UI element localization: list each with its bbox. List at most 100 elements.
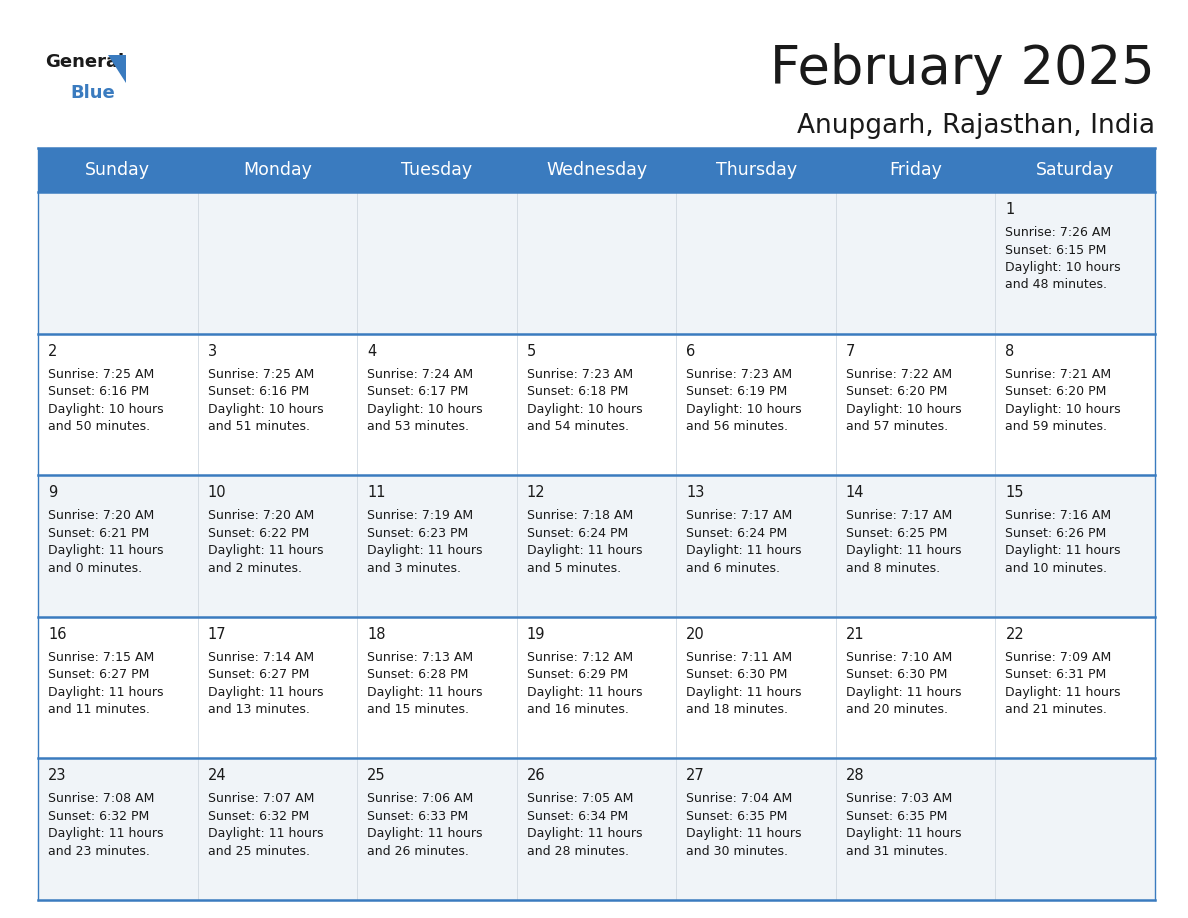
Text: Sunrise: 7:05 AM: Sunrise: 7:05 AM — [526, 792, 633, 805]
Bar — [38, 192, 1155, 333]
Bar — [38, 333, 1155, 476]
Text: Saturday: Saturday — [1036, 161, 1114, 179]
Text: Sunset: 6:33 PM: Sunset: 6:33 PM — [367, 810, 468, 823]
Text: Sunset: 6:29 PM: Sunset: 6:29 PM — [526, 668, 628, 681]
Text: 6: 6 — [687, 343, 695, 359]
Text: Daylight: 11 hours: Daylight: 11 hours — [208, 827, 323, 840]
Text: Daylight: 10 hours: Daylight: 10 hours — [367, 403, 482, 416]
Text: Sunrise: 7:21 AM: Sunrise: 7:21 AM — [1005, 367, 1112, 381]
Text: Sunrise: 7:23 AM: Sunrise: 7:23 AM — [526, 367, 633, 381]
Text: and 28 minutes.: and 28 minutes. — [526, 845, 628, 858]
Text: Sunset: 6:24 PM: Sunset: 6:24 PM — [526, 527, 628, 540]
Text: Daylight: 11 hours: Daylight: 11 hours — [1005, 544, 1121, 557]
Text: and 10 minutes.: and 10 minutes. — [1005, 562, 1107, 575]
Text: Sunrise: 7:25 AM: Sunrise: 7:25 AM — [208, 367, 314, 381]
Bar — [38, 617, 1155, 758]
Text: 2: 2 — [48, 343, 57, 359]
Text: Daylight: 11 hours: Daylight: 11 hours — [48, 827, 164, 840]
Text: Sunset: 6:22 PM: Sunset: 6:22 PM — [208, 527, 309, 540]
Text: Daylight: 10 hours: Daylight: 10 hours — [1005, 261, 1121, 274]
Text: Daylight: 11 hours: Daylight: 11 hours — [526, 544, 643, 557]
Text: and 16 minutes.: and 16 minutes. — [526, 703, 628, 716]
Text: and 26 minutes.: and 26 minutes. — [367, 845, 469, 858]
Text: Daylight: 10 hours: Daylight: 10 hours — [526, 403, 643, 416]
Text: Sunset: 6:35 PM: Sunset: 6:35 PM — [846, 810, 947, 823]
Text: Sunrise: 7:12 AM: Sunrise: 7:12 AM — [526, 651, 633, 664]
Text: Sunset: 6:18 PM: Sunset: 6:18 PM — [526, 385, 628, 398]
Text: Sunrise: 7:08 AM: Sunrise: 7:08 AM — [48, 792, 154, 805]
Text: 9: 9 — [48, 486, 57, 500]
Text: Sunset: 6:27 PM: Sunset: 6:27 PM — [48, 668, 150, 681]
Text: Thursday: Thursday — [715, 161, 797, 179]
Text: 22: 22 — [1005, 627, 1024, 642]
Text: Daylight: 11 hours: Daylight: 11 hours — [687, 827, 802, 840]
Text: Sunset: 6:31 PM: Sunset: 6:31 PM — [1005, 668, 1107, 681]
Text: Daylight: 10 hours: Daylight: 10 hours — [48, 403, 164, 416]
Text: Sunset: 6:21 PM: Sunset: 6:21 PM — [48, 527, 150, 540]
Text: Monday: Monday — [242, 161, 311, 179]
Text: Daylight: 11 hours: Daylight: 11 hours — [208, 686, 323, 699]
Text: Daylight: 10 hours: Daylight: 10 hours — [1005, 403, 1121, 416]
Text: General: General — [45, 53, 124, 71]
Text: and 48 minutes.: and 48 minutes. — [1005, 278, 1107, 292]
Text: 16: 16 — [48, 627, 67, 642]
Text: and 59 minutes.: and 59 minutes. — [1005, 420, 1107, 433]
Text: Sunrise: 7:13 AM: Sunrise: 7:13 AM — [367, 651, 473, 664]
Text: and 30 minutes.: and 30 minutes. — [687, 845, 789, 858]
Text: 21: 21 — [846, 627, 865, 642]
Text: Anupgarh, Rajasthan, India: Anupgarh, Rajasthan, India — [797, 113, 1155, 139]
Text: Sunset: 6:23 PM: Sunset: 6:23 PM — [367, 527, 468, 540]
Text: Sunrise: 7:20 AM: Sunrise: 7:20 AM — [48, 509, 154, 522]
Text: Daylight: 10 hours: Daylight: 10 hours — [208, 403, 323, 416]
Text: Daylight: 11 hours: Daylight: 11 hours — [367, 544, 482, 557]
Text: and 50 minutes.: and 50 minutes. — [48, 420, 150, 433]
Text: 23: 23 — [48, 768, 67, 783]
Text: Daylight: 10 hours: Daylight: 10 hours — [687, 403, 802, 416]
Text: Sunset: 6:32 PM: Sunset: 6:32 PM — [48, 810, 150, 823]
Polygon shape — [108, 55, 126, 83]
Text: Sunset: 6:17 PM: Sunset: 6:17 PM — [367, 385, 468, 398]
Text: and 0 minutes.: and 0 minutes. — [48, 562, 143, 575]
Text: Sunset: 6:34 PM: Sunset: 6:34 PM — [526, 810, 628, 823]
Text: Daylight: 11 hours: Daylight: 11 hours — [208, 544, 323, 557]
Text: 17: 17 — [208, 627, 226, 642]
Text: Daylight: 11 hours: Daylight: 11 hours — [1005, 686, 1121, 699]
Text: Blue: Blue — [70, 84, 115, 102]
Text: 25: 25 — [367, 768, 386, 783]
Text: Sunrise: 7:04 AM: Sunrise: 7:04 AM — [687, 792, 792, 805]
Text: Sunset: 6:28 PM: Sunset: 6:28 PM — [367, 668, 468, 681]
Text: and 25 minutes.: and 25 minutes. — [208, 845, 310, 858]
Text: 20: 20 — [687, 627, 704, 642]
Text: Daylight: 10 hours: Daylight: 10 hours — [846, 403, 961, 416]
Text: Sunset: 6:26 PM: Sunset: 6:26 PM — [1005, 527, 1107, 540]
Text: Sunset: 6:35 PM: Sunset: 6:35 PM — [687, 810, 788, 823]
Text: Sunrise: 7:25 AM: Sunrise: 7:25 AM — [48, 367, 154, 381]
Bar — [38, 476, 1155, 617]
Text: and 57 minutes.: and 57 minutes. — [846, 420, 948, 433]
Text: Sunrise: 7:24 AM: Sunrise: 7:24 AM — [367, 367, 473, 381]
Text: Sunday: Sunday — [86, 161, 151, 179]
Text: 13: 13 — [687, 486, 704, 500]
Text: 15: 15 — [1005, 486, 1024, 500]
Text: and 56 minutes.: and 56 minutes. — [687, 420, 789, 433]
Text: Tuesday: Tuesday — [402, 161, 473, 179]
Text: Sunset: 6:30 PM: Sunset: 6:30 PM — [846, 668, 947, 681]
Text: and 13 minutes.: and 13 minutes. — [208, 703, 309, 716]
Text: Sunrise: 7:03 AM: Sunrise: 7:03 AM — [846, 792, 952, 805]
Text: and 8 minutes.: and 8 minutes. — [846, 562, 940, 575]
Text: Daylight: 11 hours: Daylight: 11 hours — [687, 544, 802, 557]
Text: Sunrise: 7:26 AM: Sunrise: 7:26 AM — [1005, 226, 1112, 239]
Text: Sunrise: 7:06 AM: Sunrise: 7:06 AM — [367, 792, 473, 805]
Text: Daylight: 11 hours: Daylight: 11 hours — [367, 686, 482, 699]
Text: and 21 minutes.: and 21 minutes. — [1005, 703, 1107, 716]
Text: Sunset: 6:27 PM: Sunset: 6:27 PM — [208, 668, 309, 681]
Text: and 54 minutes.: and 54 minutes. — [526, 420, 628, 433]
Text: Daylight: 11 hours: Daylight: 11 hours — [846, 827, 961, 840]
Text: Friday: Friday — [889, 161, 942, 179]
Text: and 3 minutes.: and 3 minutes. — [367, 562, 461, 575]
Text: Sunrise: 7:23 AM: Sunrise: 7:23 AM — [687, 367, 792, 381]
Text: Sunrise: 7:17 AM: Sunrise: 7:17 AM — [846, 509, 952, 522]
Text: Sunrise: 7:17 AM: Sunrise: 7:17 AM — [687, 509, 792, 522]
Text: Sunset: 6:19 PM: Sunset: 6:19 PM — [687, 385, 788, 398]
Text: Daylight: 11 hours: Daylight: 11 hours — [846, 686, 961, 699]
